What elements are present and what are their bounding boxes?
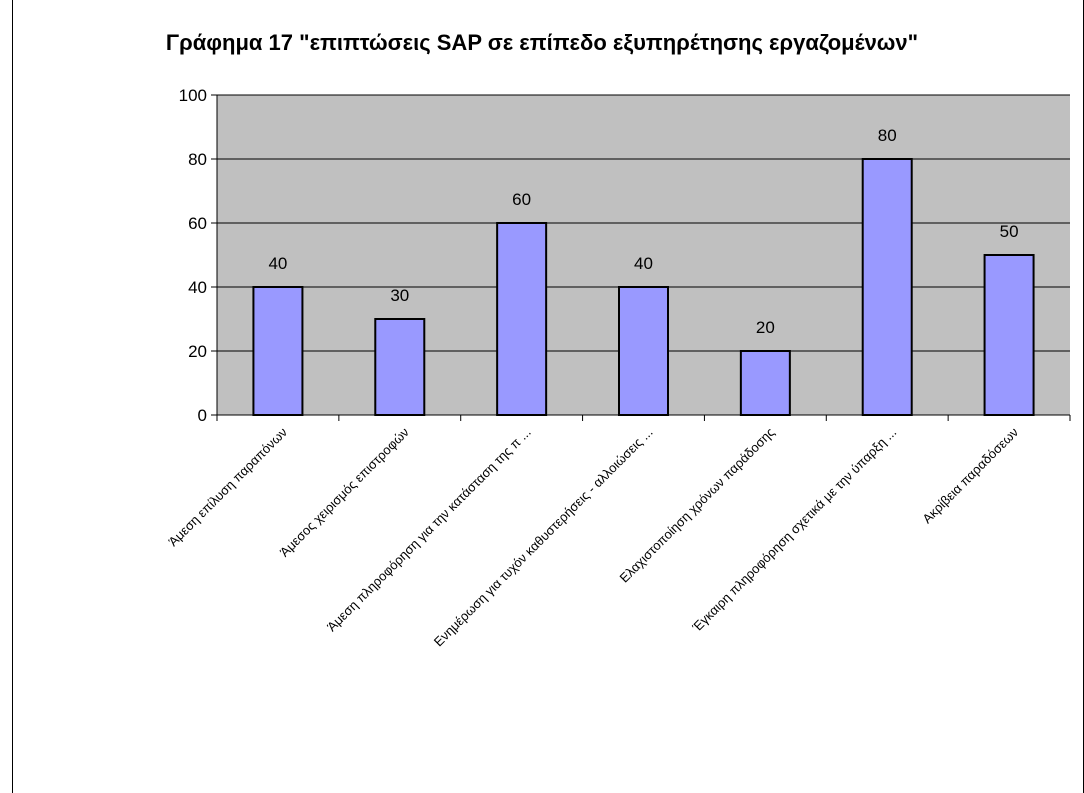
bar — [252, 286, 304, 416]
x-tick-label: Ακρίβεια παραδόσεων — [919, 425, 1021, 527]
bar-value-label: 40 — [634, 254, 653, 273]
chart-title: Γράφημα 17 "επιπτώσεις SAP σε επίπεδο εξ… — [165, 30, 919, 55]
bar-value-label: 80 — [878, 126, 897, 145]
y-tick-label: 20 — [188, 342, 207, 361]
bar — [496, 222, 548, 416]
bar-value-label: 50 — [1000, 222, 1019, 241]
bars — [252, 158, 1035, 416]
y-tick-label: 80 — [188, 150, 207, 169]
bar-value-label: 30 — [390, 286, 409, 305]
bar-value-label: 60 — [512, 190, 531, 209]
y-tick-label: 60 — [188, 214, 207, 233]
x-tick-label: Άμεση επίλυση παραπόνων — [165, 425, 290, 550]
y-tick-label: 40 — [188, 278, 207, 297]
x-tick-label: Άμεση πληροφόρηση για την κατάσταση της … — [324, 425, 534, 635]
x-tick-label: Έγκαιρη πληροφόρηση σχετικά με την ύπαρξ… — [689, 425, 900, 636]
bar — [618, 286, 669, 416]
bar — [739, 350, 791, 416]
bar-value-label: 40 — [268, 254, 287, 273]
bar — [861, 158, 913, 416]
y-tick-labels: 0 20 40 60 80 100 — [179, 86, 207, 425]
bar-value-label: 20 — [756, 318, 775, 337]
x-tick-label: Άμεσος χειρισμός επιστροφών — [277, 425, 412, 560]
y-tick-label: 0 — [198, 406, 207, 425]
bar — [983, 254, 1035, 416]
y-tick-label: 100 — [179, 86, 207, 105]
bar — [374, 318, 426, 416]
x-tick-label: Ενημέρωση για τυχόν καθυστερήσεις - αλλο… — [431, 425, 656, 650]
value-labels: 40 30 60 40 20 80 50 — [268, 126, 1018, 337]
axes — [211, 94, 1071, 421]
